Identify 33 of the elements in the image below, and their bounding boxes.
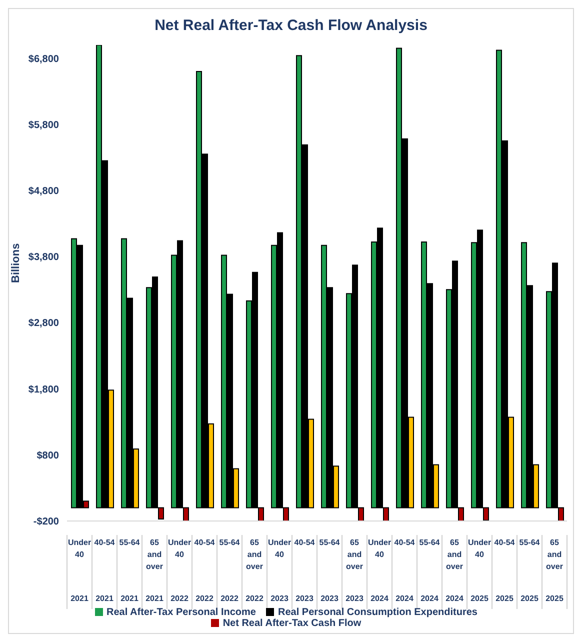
category-label: 40-54 2023	[294, 538, 315, 603]
category-label: 55-64 2021	[119, 538, 140, 603]
y-tick-label: $2,800	[28, 318, 60, 330]
y-tick-label: $800	[36, 450, 60, 462]
category-label: Under 40 2021	[68, 538, 92, 603]
y-tick-label: $1,800	[28, 384, 60, 396]
category-label: 55-64 2022	[219, 538, 240, 603]
y-axis-title: Billions	[10, 243, 22, 283]
category-label: 65 and over 2023	[346, 538, 364, 603]
category-label: 40-54 2022	[194, 538, 215, 603]
category-label: 65 and over 2024	[446, 538, 464, 603]
category-label: Under 40 2022	[168, 538, 192, 603]
category-label: 55-64 2023	[319, 538, 340, 603]
category-label: 40-54 2021	[94, 538, 115, 603]
legend-label: Net Real After-Tax Cash Flow	[222, 618, 362, 629]
y-tick-label: $4,800	[28, 186, 60, 197]
category-label: 55-64 2024	[419, 538, 440, 603]
y-tick-label: $3,800	[28, 252, 60, 264]
chart-title: Net Real After-Tax Cash Flow Analysis	[154, 16, 428, 36]
category-label: 65 and over 2021	[146, 538, 164, 603]
legend-label: Real Personal Consumption Expenditures	[278, 607, 478, 618]
category-label: 55-64 2025	[519, 538, 540, 603]
y-tick-label: $5,800	[28, 120, 60, 131]
category-label: 40-54 2024	[394, 538, 415, 603]
y-tick-label: -$200	[33, 516, 60, 528]
category-label: Under 40 2023	[268, 538, 292, 603]
category-label: 40-54 2025	[494, 538, 515, 603]
category-label: 65 and over 2025	[546, 538, 564, 603]
category-label: Under 40 2025	[468, 538, 492, 603]
legend-label: Real After-Tax Personal Income	[106, 607, 256, 618]
category-label: Under 40 2024	[368, 538, 392, 603]
category-label: 65 and over 2022	[246, 538, 264, 603]
y-tick-label: $6,800	[28, 54, 60, 65]
